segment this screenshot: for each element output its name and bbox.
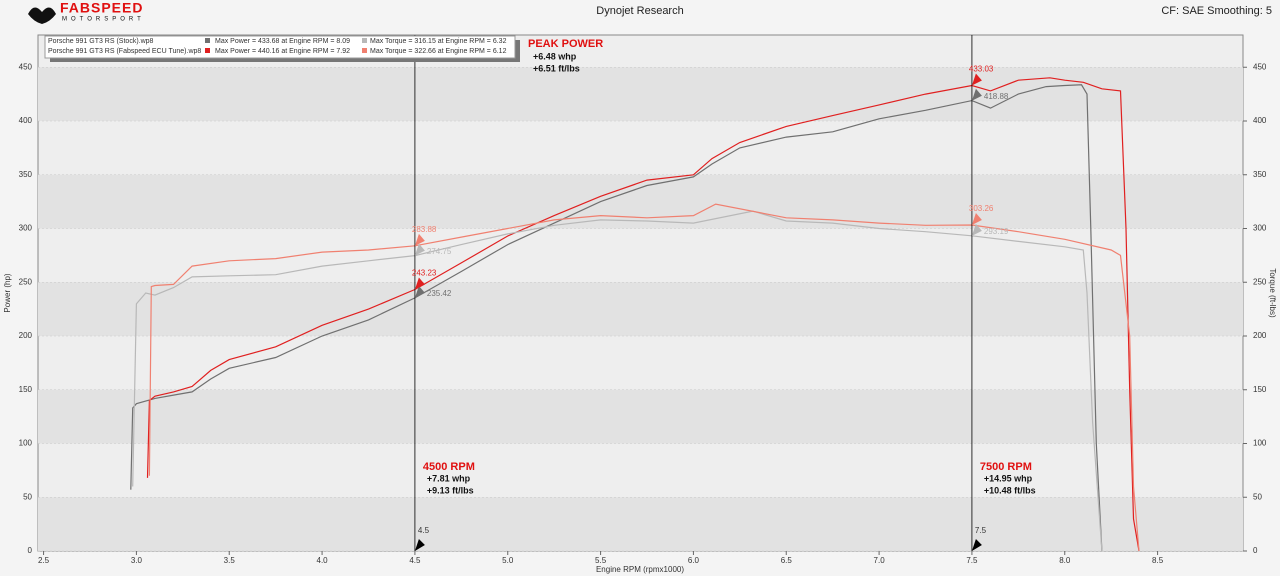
legend	[44, 35, 516, 59]
y-tick-label: 100	[19, 439, 33, 448]
cursor-point	[414, 243, 425, 256]
cursor-point	[414, 277, 425, 290]
x-tick-label: 7.0	[874, 556, 886, 565]
legend-power: Max Power = 440.16 at Engine RPM = 7.92	[215, 48, 350, 55]
cursor-value: 274.75	[427, 247, 452, 256]
x-tick-label: 6.5	[781, 556, 793, 565]
y-tick-label: 400	[19, 116, 33, 125]
x-tick-label: 8.5	[1152, 556, 1164, 565]
annotation-title: PEAK POWER	[528, 38, 603, 50]
x-tick-label: 6.0	[688, 556, 700, 565]
legend-swatch	[205, 38, 210, 43]
y2-tick-label: 450	[1253, 62, 1267, 71]
cursor-value: 293.19	[984, 227, 1009, 236]
x-tick-label: 3.0	[131, 556, 143, 565]
cursor-note: +7.81 whp	[427, 473, 471, 483]
y-tick-label: 0	[28, 546, 33, 555]
cursor-point	[971, 223, 982, 236]
y-axis-title: Power (hp)	[3, 273, 12, 312]
cursor-x-label: 7.5	[975, 526, 987, 535]
cursor-note: +14.95 whp	[984, 473, 1033, 483]
y2-tick-label: 350	[1253, 170, 1267, 179]
cursor-point	[971, 212, 982, 225]
legend-swatch	[205, 48, 210, 53]
plot-band	[38, 389, 1243, 444]
cursor-title: 7500 RPM	[980, 461, 1032, 473]
series-line	[148, 203, 1140, 552]
plot-band	[38, 282, 1243, 336]
legend-swatch	[362, 38, 367, 43]
x-tick-label: 3.5	[224, 556, 236, 565]
series-line	[132, 210, 1103, 552]
x-tick-label: 5.0	[502, 556, 514, 565]
y2-tick-label: 200	[1253, 331, 1267, 340]
x-tick-label: 8.0	[1059, 556, 1071, 565]
x-tick-label: 7.5	[966, 556, 978, 565]
cursor-value: 303.26	[969, 204, 994, 213]
y2-tick-label: 50	[1253, 492, 1262, 501]
y-tick-label: 350	[19, 170, 33, 179]
cursor-value: 433.03	[969, 65, 994, 74]
cursor-marker	[971, 539, 982, 551]
cursor-point	[971, 73, 982, 86]
legend-swatch	[362, 48, 367, 53]
y2-tick-label: 400	[1253, 116, 1267, 125]
logo-mark	[28, 7, 56, 25]
y-tick-label: 450	[19, 62, 33, 71]
cursor-value: 235.42	[427, 289, 452, 298]
cursor-note: +9.13 ft/lbs	[427, 485, 474, 495]
y-tick-label: 200	[19, 331, 33, 340]
logo-sub: MOTORSPORT	[62, 17, 145, 23]
plot-band	[38, 497, 1243, 551]
cursor-point	[414, 285, 425, 298]
annotation-note: +6.48 whp	[533, 51, 577, 61]
cursor-value: 243.23	[412, 269, 437, 278]
cursor-point	[971, 88, 982, 101]
plot-band	[38, 67, 1243, 121]
y2-tick-label: 0	[1253, 546, 1258, 555]
settings: CF: SAE Smoothing: 5	[1161, 5, 1272, 17]
legend-torque: Max Torque = 322.66 at Engine RPM = 6.12	[370, 48, 507, 55]
cursor-marker	[414, 539, 425, 551]
y-tick-label: 50	[23, 492, 32, 501]
cursor-title: 4500 RPM	[423, 461, 475, 473]
x-tick-label: 4.0	[317, 556, 329, 565]
x-tick-label: 5.5	[595, 556, 607, 565]
cursor-value: 283.88	[412, 225, 437, 234]
cursor-x-label: 4.5	[418, 526, 430, 535]
plot-background	[37, 34, 1244, 552]
legend-name: Porsche 991 GT3 RS (Fabspeed ECU Tune).w…	[48, 48, 201, 55]
cursor-note: +10.48 ft/lbs	[984, 485, 1036, 495]
y2-tick-label: 150	[1253, 385, 1267, 394]
cursor-point	[414, 233, 425, 246]
y2-axis-title: Torque (ft-lbs)	[1268, 268, 1277, 318]
legend-torque: Max Torque = 316.15 at Engine RPM = 6.32	[370, 38, 507, 45]
cursor-value: 418.88	[984, 92, 1009, 101]
chart-title: Dynojet Research	[596, 5, 683, 17]
plot-band	[38, 174, 1243, 229]
legend-power: Max Power = 433.68 at Engine RPM = 8.09	[215, 38, 350, 45]
legend-name: Porsche 991 GT3 RS (Stock).wp8	[48, 38, 154, 45]
y-tick-label: 300	[19, 224, 33, 233]
y2-tick-label: 100	[1253, 439, 1267, 448]
x-axis-title: Engine RPM (rpmx1000)	[596, 565, 684, 574]
y2-tick-label: 300	[1253, 224, 1267, 233]
series-line	[130, 84, 1103, 552]
y2-tick-label: 250	[1253, 277, 1267, 286]
x-tick-label: 4.5	[409, 556, 421, 565]
series-line	[146, 77, 1140, 552]
x-tick-label: 2.5	[38, 556, 50, 565]
logo: FABSPEED	[60, 0, 143, 16]
y-tick-label: 150	[19, 385, 33, 394]
annotation-note: +6.51 ft/lbs	[533, 63, 580, 73]
y-tick-label: 250	[19, 277, 33, 286]
